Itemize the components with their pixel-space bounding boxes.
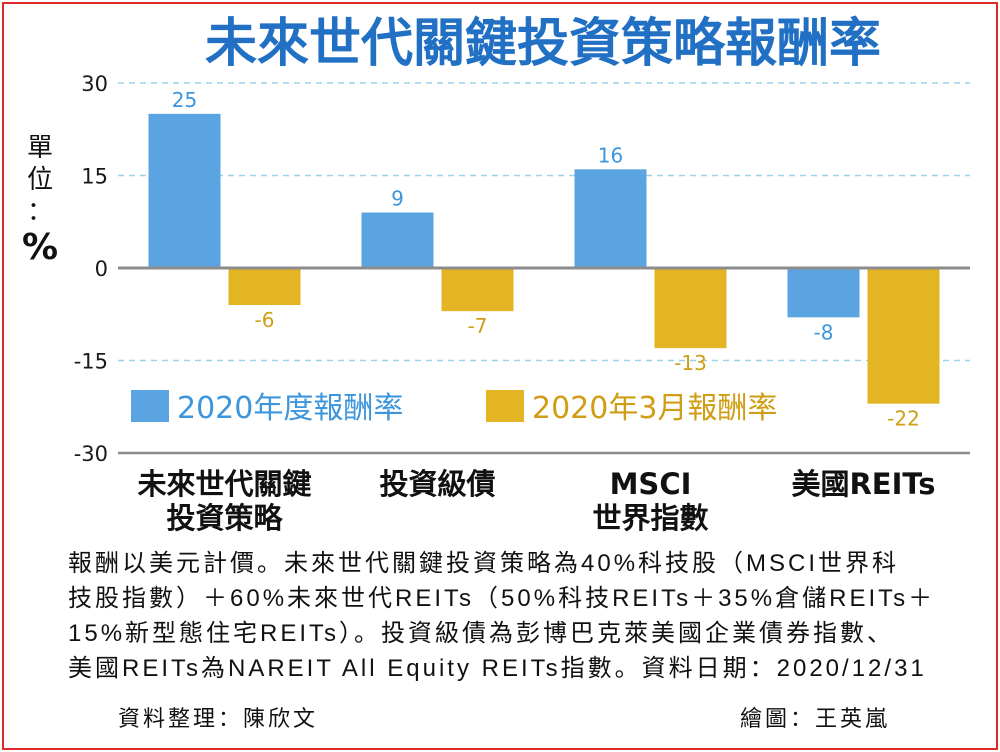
unit-label-char: 位 (26, 165, 53, 195)
category-label: 未來世代關鍵 投資策略 (137, 467, 311, 535)
unit-label-char: % (21, 227, 59, 268)
y-tick-label: 0 (95, 257, 108, 281)
data-label: -22 (887, 407, 920, 431)
footnote-line: 報酬以美元計價。未來世代關鍵投資策略為40%科技股（MSCI世界科 (68, 550, 900, 577)
category-label: 投資級債 (379, 467, 495, 501)
legend-swatch (486, 390, 524, 422)
category-label-line: 投資策略 (166, 501, 283, 535)
data-label: -7 (468, 314, 488, 338)
category-label: MSCI 世界指數 (592, 467, 708, 535)
bar (574, 169, 647, 268)
y-tick-label: -15 (74, 350, 108, 374)
bar (867, 268, 940, 404)
category-label-line: 投資級債 (379, 467, 495, 501)
data-label: -8 (814, 320, 834, 344)
unit-label-char: ： (26, 197, 53, 227)
bar (654, 268, 727, 349)
bar (361, 212, 434, 268)
y-tick-label: 30 (81, 72, 108, 96)
bar (441, 268, 514, 312)
data-label: 16 (598, 143, 623, 167)
graphic-by: 繪圖：王英嵐 (740, 707, 891, 732)
bar (148, 113, 221, 268)
category-label-line: 未來世代關鍵 (137, 467, 311, 501)
data-label: 9 (391, 187, 404, 211)
footnote-line: 美國REITs為NAREIT All Equity REITs指數。資料日期：2… (68, 655, 927, 682)
legend-label: 2020年度報酬率 (177, 391, 403, 426)
unit-label-char: 單 (26, 133, 53, 163)
legend-swatch (131, 390, 169, 422)
legend-label: 2020年3月報酬率 (532, 391, 777, 426)
data-compiled-by: 資料整理：陳欣文 (118, 707, 319, 732)
category-label-line: MSCI (610, 467, 692, 501)
footnote: 報酬以美元計價。未來世代關鍵投資策略為40%科技股（MSCI世界科 技股指數）＋… (68, 546, 988, 686)
footnote-line: 15%新型態住宅REITs）。投資級債為彭博巴克萊美國企業債券指數、 (68, 620, 895, 647)
bar (228, 268, 301, 305)
y-axis-unit-label: 單位：% (20, 132, 60, 268)
category-label-line: 美國REITs (791, 467, 935, 501)
chart-title: 未來世代關鍵投資策略報酬率 (205, 14, 882, 74)
y-tick-label: -30 (74, 442, 108, 466)
category-label-line: 世界指數 (592, 501, 708, 535)
data-label: 25 (172, 88, 197, 112)
bar (787, 268, 860, 318)
data-label: -13 (674, 351, 707, 375)
y-tick-label: 15 (81, 165, 108, 189)
category-label: 美國REITs (791, 467, 935, 501)
footnote-line: 技股指數）＋60%未來世代REITs（50%科技REITs＋35%倉儲REITs… (68, 585, 936, 612)
data-label: -6 (255, 308, 275, 332)
bar-chart: 30 15 0 -15 -30 25 -6 9 -7 16 -13 -8 -22 2020年度報酬率 202… (74, 72, 970, 535)
